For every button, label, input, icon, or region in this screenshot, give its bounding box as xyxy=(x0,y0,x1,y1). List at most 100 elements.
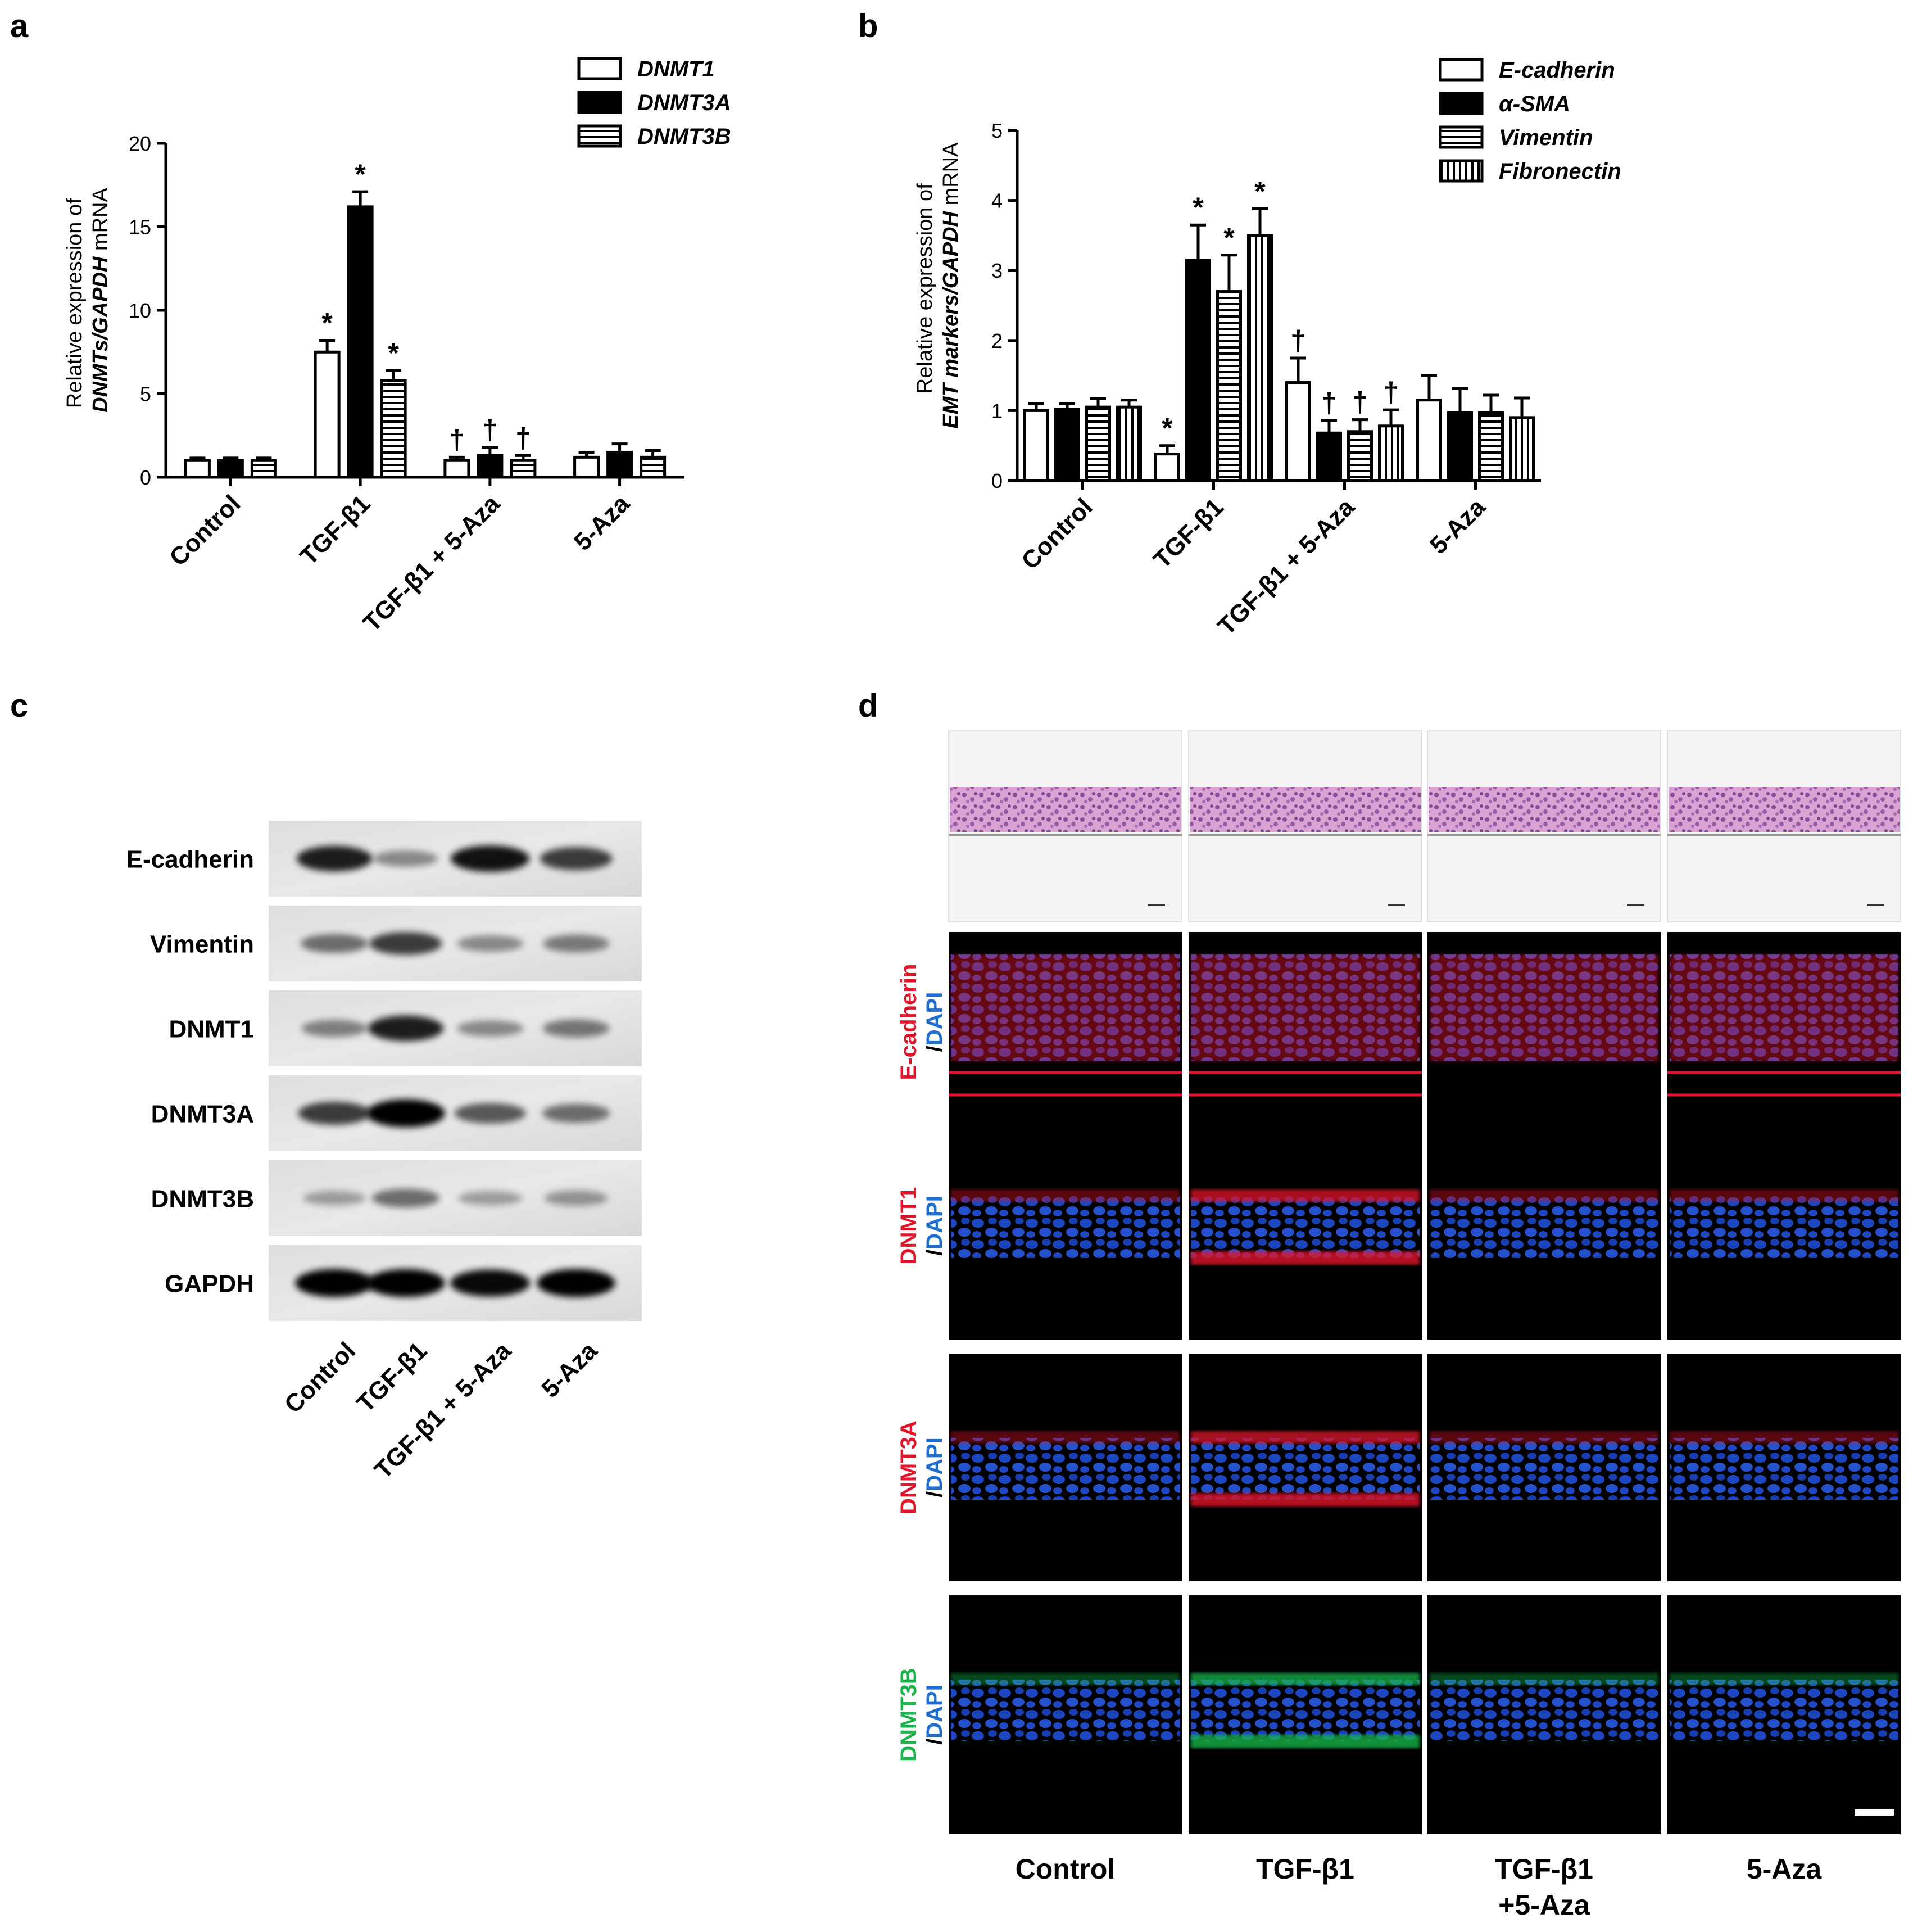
significance-dagger: † xyxy=(515,422,531,454)
column-label: TGF-β1 xyxy=(1256,1853,1354,1885)
row-counter-label: /DAPI xyxy=(922,1196,947,1256)
bar xyxy=(1347,430,1373,482)
chart-b-bars: * * * * † † † † xyxy=(1023,176,1535,482)
slash: / xyxy=(922,1250,947,1256)
bar xyxy=(1316,431,1342,482)
significance-star: * xyxy=(321,307,333,338)
bar xyxy=(1154,453,1180,482)
chart-a-ylabel-rest: mRNA xyxy=(89,187,112,256)
blot-band xyxy=(301,1020,368,1037)
significance-star: * xyxy=(388,337,399,369)
blot-band xyxy=(296,845,373,872)
dapi-name: DAPI xyxy=(922,1437,947,1491)
legend-label: E-cadherin xyxy=(1499,58,1615,83)
legend-swatch xyxy=(577,57,622,80)
bar xyxy=(1247,234,1273,482)
y-tick-label: 1 xyxy=(991,399,1003,422)
blot-band xyxy=(371,1188,440,1208)
blot-protein-label: GAPDH xyxy=(165,1270,254,1298)
bar xyxy=(1416,399,1442,482)
legend-swatch xyxy=(1439,58,1484,82)
he-tissue xyxy=(1429,787,1660,832)
stain-name: DNMT1 xyxy=(896,1187,921,1265)
bar xyxy=(477,454,504,479)
blot-protein-label: DNMT1 xyxy=(169,1016,254,1043)
bar xyxy=(217,459,244,479)
chart-b-legend: E-cadherin α-SMA Vimentin Fibronectin xyxy=(1439,58,1621,184)
significance-star: * xyxy=(1223,222,1235,254)
histology-grid: E-cadherin/DAPIDNMT1/DAPIDNMT3A/DAPIDNMT… xyxy=(896,730,1901,1921)
scale-bar xyxy=(1855,1809,1894,1816)
stain-signal xyxy=(1191,954,1420,1061)
stain-signal xyxy=(951,1431,1180,1444)
legend-label: DNMT1 xyxy=(637,57,715,82)
legend-label: DNMT3A xyxy=(637,91,731,115)
blot-band xyxy=(540,847,613,870)
bar xyxy=(1185,259,1211,482)
significance-dagger: † xyxy=(449,424,465,455)
y-tick-label: 5 xyxy=(991,119,1003,142)
y-tick-label: 10 xyxy=(129,299,151,322)
legend-swatch xyxy=(577,124,622,148)
bar xyxy=(1216,290,1242,482)
x-category-label: 5-Aza xyxy=(1425,493,1491,559)
blot-lane-label: TGF-β1 xyxy=(352,1337,433,1418)
blot-band xyxy=(542,1019,610,1038)
row-stain-label: DNMT1 xyxy=(896,1187,921,1265)
row-counter-label: /DAPI xyxy=(922,992,947,1052)
dapi-nuclei xyxy=(1191,1196,1420,1258)
blot-band xyxy=(303,1191,366,1206)
x-category-label: Control xyxy=(164,490,246,571)
panel-letter-a: a xyxy=(10,8,29,44)
blot-band xyxy=(295,1269,374,1297)
chart-a-ylabel-line1: Relative expression of xyxy=(63,198,87,408)
stain-signal xyxy=(951,1189,1180,1202)
western-blot: E-cadherin Vimentin DNMT1 DNMT3A DNMT3B GAPDH… xyxy=(126,821,642,1484)
column-label-line2: +5-Aza xyxy=(1498,1889,1590,1921)
blot-band xyxy=(543,934,609,953)
legend-label: α-SMA xyxy=(1499,92,1570,116)
dapi-name: DAPI xyxy=(922,1685,947,1739)
y-tick-label: 3 xyxy=(991,259,1003,282)
legend-label: DNMT3B xyxy=(637,124,731,149)
y-tick-label: 4 xyxy=(991,189,1003,212)
significance-star: * xyxy=(1254,176,1266,207)
x-category-label: TGF-β1 + 5-Aza xyxy=(358,490,505,637)
stain-signal-basal xyxy=(1191,1735,1420,1748)
significance-star: * xyxy=(355,159,366,190)
blot-band xyxy=(456,935,524,952)
significance-dagger: † xyxy=(1290,325,1306,356)
blot-band xyxy=(450,845,530,872)
stain-signal xyxy=(951,1673,1180,1685)
blot-band xyxy=(456,1020,524,1037)
dapi-nuclei xyxy=(1191,1680,1420,1741)
significance-dagger: † xyxy=(1321,387,1337,419)
significance-dagger: † xyxy=(482,414,498,446)
chart-dnmts: Relative expression of DNMTs/GAPDH mRNA … xyxy=(63,57,731,637)
bar xyxy=(573,455,600,479)
column-label: TGF-β1 xyxy=(1495,1853,1593,1885)
blot-band xyxy=(454,1103,526,1124)
column-label: 5-Aza xyxy=(1747,1853,1823,1885)
dapi-name: DAPI xyxy=(922,1196,947,1250)
blot-band xyxy=(537,1269,615,1297)
dapi-nuclei xyxy=(1430,1438,1658,1500)
blot-band xyxy=(366,1269,445,1297)
legend-swatch xyxy=(1439,92,1484,115)
row-stain-label: DNMT3A xyxy=(896,1420,921,1514)
dapi-nuclei xyxy=(1670,1196,1898,1258)
dapi-nuclei xyxy=(1670,1438,1898,1500)
bar xyxy=(184,459,211,479)
legend-swatch xyxy=(1439,125,1484,149)
x-category-label: 5-Aza xyxy=(569,490,635,556)
stain-signal xyxy=(1430,1673,1658,1685)
blot-protein-label: Vimentin xyxy=(150,931,254,958)
dapi-nuclei xyxy=(1191,1438,1420,1500)
he-tissue xyxy=(1669,787,1900,832)
bar xyxy=(1447,411,1473,482)
y-tick-label: 0 xyxy=(991,469,1003,492)
y-tick-label: 15 xyxy=(129,216,151,239)
blot-band xyxy=(368,1015,444,1042)
bar xyxy=(510,459,537,479)
